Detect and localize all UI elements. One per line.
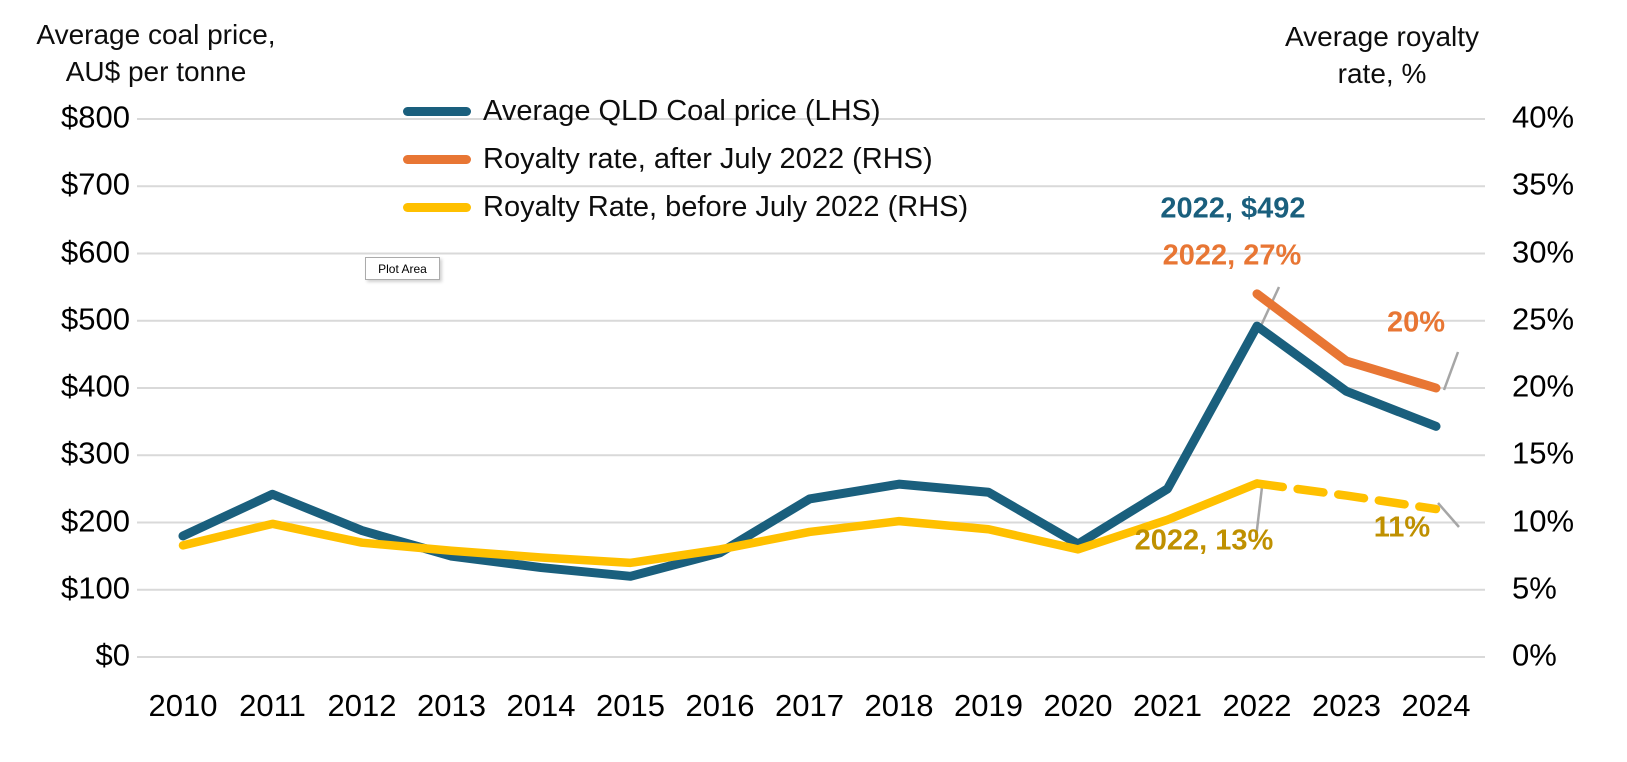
x-axis-year-label: 2020 [1043,688,1113,723]
right-axis-tick-label: 30% [1512,234,1575,270]
left-axis-tick-label: $400 [61,368,130,404]
data-label-price-2022: 2022, $492 [1160,192,1306,225]
right-axis-tick-label: 15% [1512,435,1575,471]
legend-label: Average QLD Coal price (LHS) [483,94,881,127]
x-axis-year-label: 2010 [148,688,218,723]
x-axis-year-label: 2011 [239,688,306,723]
legend-label: Royalty Rate, before July 2022 (RHS) [483,190,969,223]
royalty-before-legend-swatch [403,202,471,212]
coal-price-line [178,321,1441,581]
right-axis-tick-label: 35% [1512,166,1575,202]
right-axis-tick-label: 10% [1512,503,1575,539]
right-axis-tick-label: 0% [1512,637,1557,673]
plot-area-tooltip: Plot Area [365,257,440,280]
royalty-after-line [1252,289,1441,393]
coal-price-legend-swatch [403,106,471,116]
x-axis-year-label: 2017 [775,688,844,723]
right-axis-title-line1: Average royalty [1284,21,1480,52]
x-axis-year-label: 2013 [417,688,486,723]
legend-item-royalty-after[interactable]: Royalty rate, after July 2022 (RHS) [403,136,933,182]
right-axis-tick-label: 25% [1512,301,1575,337]
right-axis-title: Average royalty rate, % [1256,18,1508,92]
x-axis-year-label: 2021 [1133,688,1202,723]
right-axis-tick-label: 40% [1512,99,1575,135]
x-axis-year-label: 2014 [506,688,576,723]
legend-label: Royalty rate, after July 2022 (RHS) [483,142,933,175]
left-axis-title-line2: AU$ per tonne [65,56,247,87]
legend-item-coal-price[interactable]: Average QLD Coal price (LHS) [403,88,881,134]
right-axis-tick-label: 5% [1512,570,1557,606]
left-axis-tick-label: $500 [61,301,130,337]
left-axis-tick-label: $800 [61,99,130,135]
left-axis-tick-label: $700 [61,166,130,202]
left-axis-tick-label: $200 [61,503,130,539]
data-label-after-2022: 2022, 27% [1162,239,1302,272]
x-axis-year-label: 2012 [327,688,397,723]
left-axis-title-line1: Average coal price, [36,19,276,50]
royalty-before-line-solid [178,479,1262,568]
x-axis-year-label: 2016 [685,688,755,723]
x-axis-year-label: 2022 [1222,688,1292,723]
annotation-leader-line [1437,502,1460,528]
legend-item-royalty-before[interactable]: Royalty Rate, before July 2022 (RHS) [403,184,968,230]
x-axis-year-label: 2024 [1401,688,1471,723]
left-axis-tick-label: $100 [61,570,130,606]
left-axis-title: Average coal price, AU$ per tonne [18,16,294,90]
data-label-after-2024: 20% [1386,306,1446,339]
annotation-leader-line [1257,286,1281,331]
data-label-before-2024: 11% [1373,511,1431,544]
right-axis-tick-label: 20% [1512,368,1575,404]
x-axis-year-label: 2018 [864,688,934,723]
right-axis-title-line2: rate, % [1337,58,1427,89]
left-axis-tick-label: $600 [61,234,130,270]
left-axis-tick-label: $0 [95,637,130,673]
data-label-before-2022: 2022, 13% [1134,524,1274,557]
annotation-leader-line [1254,486,1264,539]
left-axis-tick-label: $300 [61,435,130,471]
x-axis-year-label: 2015 [596,688,665,723]
annotation-leader-line [1442,351,1460,391]
royalty-after-legend-swatch [403,154,471,164]
x-axis-year-label: 2023 [1312,688,1381,723]
royalty-before-line-dashed [1252,479,1441,514]
x-axis-year-label: 2019 [954,688,1023,723]
